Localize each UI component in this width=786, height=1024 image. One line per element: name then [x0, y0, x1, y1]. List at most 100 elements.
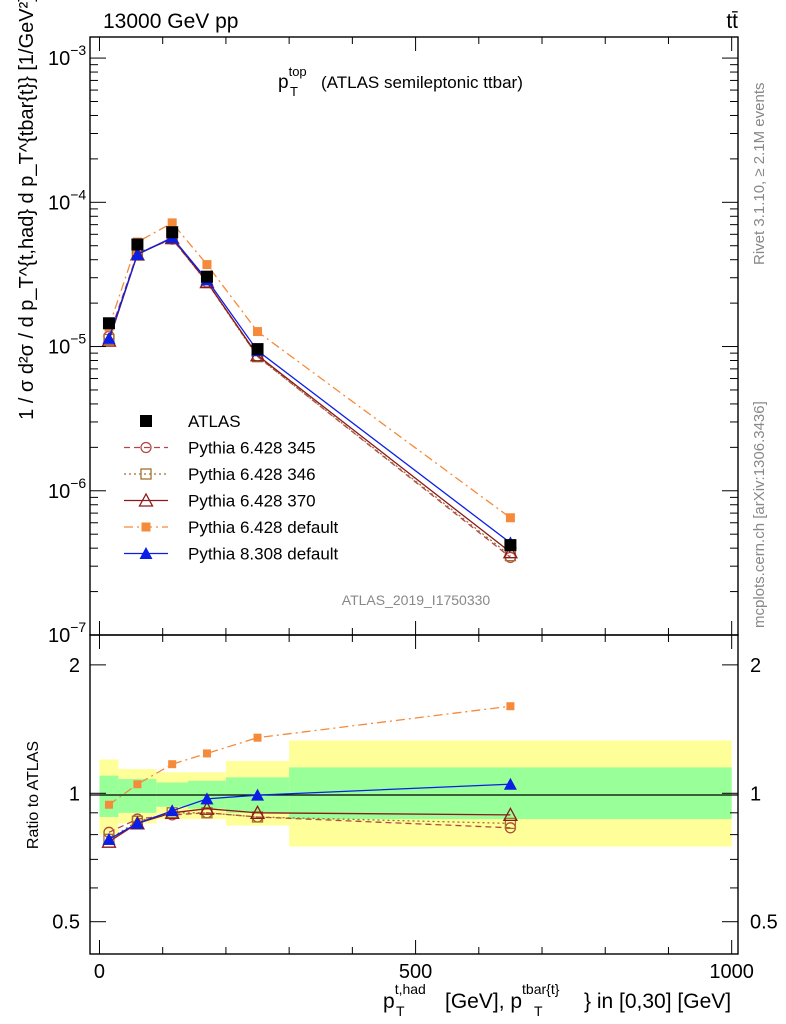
legend-entry-pythia-6-428-default: Pythia 6.428 default — [124, 518, 339, 537]
data-point-atlas — [102, 317, 115, 330]
y-tick-mantissa: 10 — [48, 192, 70, 214]
ratio-y-tick-label-left: 1 — [69, 783, 80, 805]
x-label-rest: } in [0,30] [GeV] — [584, 990, 731, 1013]
x-tick-label: 500 — [399, 961, 432, 983]
x-tick-label: 0 — [94, 961, 105, 983]
legend-label-atlas: ATLAS — [188, 412, 241, 431]
ratio-y-axis-label: Ratio to ATLAS — [25, 741, 42, 849]
main-y-ticks: 10−310−410−510−610−7 — [48, 42, 738, 647]
ratio-point-pythia-6-428-346 — [504, 817, 517, 830]
x-label-sub2: T — [534, 1003, 543, 1019]
x-axis-label: pt,had T [GeV], ptbar{t} T} in [0,30] [GeV] — [383, 981, 731, 1019]
ratio-band-green — [289, 767, 732, 820]
ratio-series-pythia-8-308-default — [102, 777, 517, 845]
ratio-y-tick-label-right: 2 — [750, 655, 761, 677]
ratio-point-pythia-8-308-default — [102, 832, 116, 845]
ratio-point-pythia-6-428-default — [104, 800, 113, 809]
data-point-pythia-8-308-default — [130, 247, 144, 260]
y-tick-mantissa: 10 — [48, 625, 70, 647]
ratio-line-pythia-6-428-346 — [108, 812, 511, 840]
ratio-y-tick-label-left: 0.5 — [52, 912, 80, 934]
ratio-point-pythia-8-308-default — [503, 777, 517, 790]
y-tick-label: 10−3 — [48, 42, 86, 70]
y-tick-exponent: −7 — [70, 619, 86, 635]
legend-marker-pythia-6-428-345 — [140, 441, 152, 454]
legend-entry-pythia-8-308-default: Pythia 8.308 default — [124, 545, 339, 564]
main-panel: 10−310−410−510−610−7 ptop T (ATLAS semilep… — [16, 0, 739, 647]
legend-label-pythia-6-428-345: Pythia 6.428 345 — [188, 439, 316, 458]
ratio-point-pythia-6-428-370 — [502, 807, 519, 822]
data-point-pythia-6-428-default — [167, 218, 177, 228]
legend-entry-pythia-6-428-370: Pythia 6.428 370 — [124, 492, 316, 511]
legend-marker-pythia-6-428-346 — [140, 468, 152, 480]
ratio-line-pythia-6-428-345 — [108, 812, 511, 833]
data-point-pythia-8-308-default — [102, 331, 116, 344]
main-series-layer — [101, 218, 519, 564]
ratio-point-pythia-8-308-default — [165, 804, 179, 817]
ratio-point-pythia-6-428-370 — [199, 800, 215, 815]
series-line-pythia-8-308-default — [108, 236, 511, 544]
ratio-x-ticks: 0 500 1000 — [94, 635, 754, 983]
ratio-plot-frame — [89, 634, 739, 955]
y-tick-label: 10−6 — [48, 475, 86, 503]
legend: ATLAS Pythia 6.428 345 Pythia 6.428 346 Pyt… — [124, 412, 339, 564]
x-label-middle: [GeV], p — [445, 990, 522, 1013]
legend-marker-pythia-8-308-default — [139, 547, 153, 559]
legend-marker-atlas — [140, 415, 152, 427]
y-tick-exponent: −5 — [70, 331, 86, 347]
ratio-point-pythia-8-308-default — [251, 788, 265, 801]
legend-label-pythia-6-428-default: Pythia 6.428 default — [188, 518, 339, 537]
main-x-ticks — [98, 37, 733, 635]
x-label-sub1: T — [396, 1003, 405, 1019]
ratio-point-pythia-6-428-default — [133, 780, 142, 789]
y-tick-mantissa: 10 — [48, 337, 70, 359]
ratio-y-tick-label-right: 1 — [750, 783, 761, 805]
ratio-band-green — [99, 775, 119, 817]
legend-marker-pythia-6-428-370 — [138, 492, 154, 507]
ratio-point-pythia-6-428-default — [506, 702, 515, 711]
main-y-axis-label: 1 / σ d²σ / d p_T^{t,had} d p_T^{tbar{t}… — [16, 0, 38, 420]
legend-marker-pythia-6-428-default — [141, 522, 151, 532]
y-tick-label: 10−4 — [48, 186, 86, 214]
ratio-point-pythia-6-428-default — [168, 760, 177, 769]
legend-label-pythia-6-428-346: Pythia 6.428 346 — [188, 465, 316, 484]
series-atlas — [102, 226, 517, 552]
y-tick-label: 10−7 — [48, 619, 86, 647]
ratio-point-pythia-8-308-default — [130, 816, 144, 829]
header-energy-label: 13000 GeV pp — [103, 10, 238, 33]
legend-entry-pythia-6-428-346: Pythia 6.428 346 — [124, 465, 316, 484]
ratio-point-pythia-6-428-default — [202, 749, 211, 758]
ratio-y-ticks: 2 2 1 1 0.5 0.5 — [52, 655, 778, 934]
data-point-pythia-6-428-default — [253, 327, 263, 337]
rivet-version-label: Rivet 3.1.10, ≥ 2.1M events — [751, 83, 768, 266]
y-tick-exponent: −6 — [70, 475, 86, 491]
data-point-atlas — [200, 270, 213, 283]
data-point-pythia-6-428-default — [505, 513, 515, 523]
analysis-watermark: ATLAS_2019_I1750330 — [342, 592, 491, 608]
ratio-y-tick-label-left: 2 — [69, 655, 80, 677]
plot-title-superscript: top — [289, 64, 307, 79]
x-label-sup2: tbar{t} — [522, 981, 560, 997]
ratio-point-pythia-6-428-370 — [249, 804, 266, 819]
ratio-uncertainty-bands — [99, 740, 732, 847]
x-label-p1: p — [383, 990, 395, 1013]
ratio-point-pythia-6-428-default — [253, 733, 262, 742]
data-point-pythia-6-428-default — [202, 260, 212, 270]
plot-title: ptop T (ATLAS semileptonic ttbar) — [278, 64, 523, 99]
mcplots-reference-label: mcplots.cern.ch [arXiv:1306.3436] — [751, 401, 768, 628]
x-tick-label: 1000 — [709, 961, 754, 983]
y-tick-exponent: −4 — [70, 186, 86, 202]
ratio-series-layer — [101, 702, 519, 848]
ratio-panel: 2 2 1 1 0.5 0.5 0 500 1000 Ratio to ATLAS pt,ha… — [25, 634, 778, 1019]
legend-entry-pythia-6-428-345: Pythia 6.428 345 — [124, 439, 316, 458]
data-point-atlas — [131, 238, 144, 251]
legend-label-pythia-8-308-default: Pythia 8.308 default — [188, 545, 339, 564]
header-process-label: tt̄ — [726, 10, 738, 33]
ratio-point-pythia-6-428-346 — [251, 811, 264, 823]
y-tick-mantissa: 10 — [48, 48, 70, 70]
ratio-series-pythia-6-428-default — [104, 702, 515, 809]
plot-title-p: p — [278, 72, 289, 93]
y-tick-mantissa: 10 — [48, 481, 70, 503]
data-point-atlas — [504, 539, 517, 552]
